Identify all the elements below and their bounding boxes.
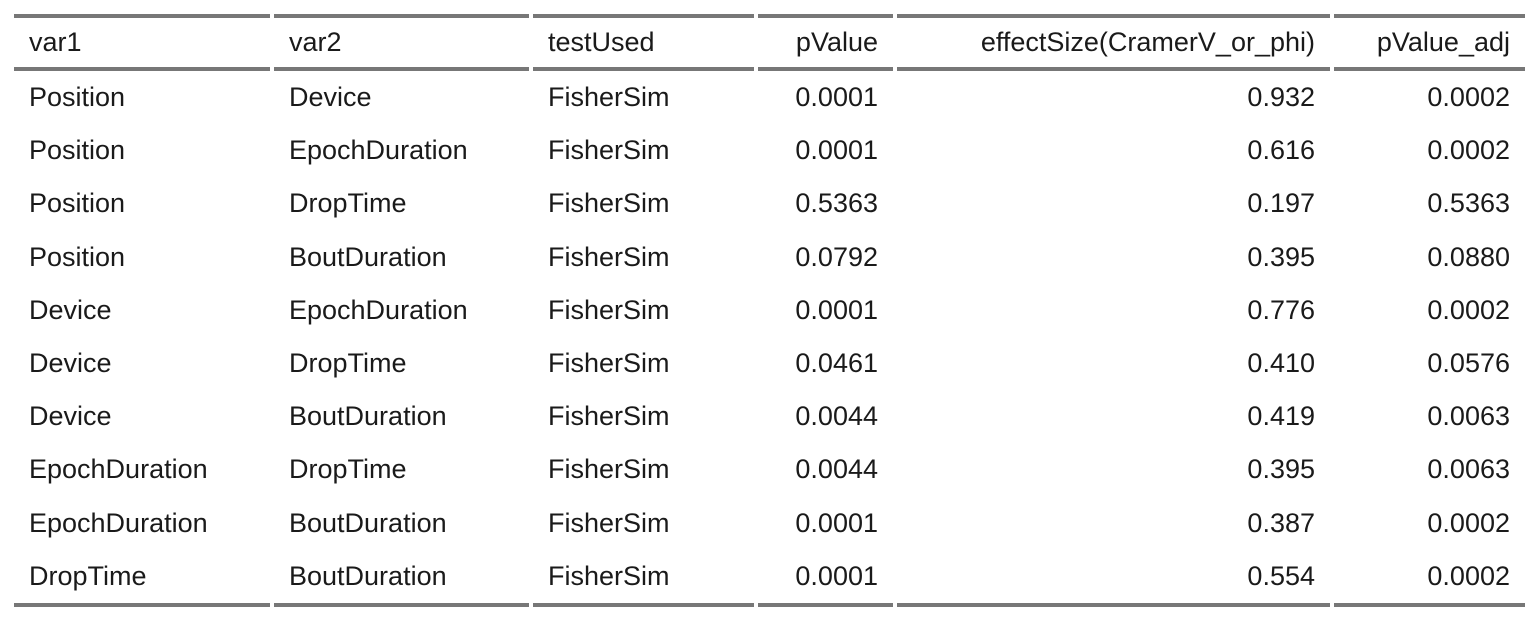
cell-var1: Device	[29, 401, 112, 432]
cell-var1: Position	[29, 135, 126, 166]
column-header-var2: var2	[270, 16, 531, 69]
cell-p-value: 0.0001	[754, 549, 895, 605]
cell-p-value-adj: 0.0002	[1330, 124, 1525, 178]
cell-effect-size: 0.419	[893, 390, 1332, 444]
table-row: Device DropTime FisherSim 0.0461 0.410 0…	[14, 336, 1525, 391]
results-table: var1 var2 testUsed pValue effectSize(Cra…	[14, 14, 1525, 607]
table-row: Device EpochDuration FisherSim 0.0001 0.…	[14, 283, 1525, 337]
cell-test-used: FisherSim	[529, 549, 756, 605]
table-row: Device BoutDuration FisherSim 0.0044 0.4…	[14, 390, 1525, 444]
cell-p-value: 0.0461	[754, 336, 895, 391]
table-row: EpochDuration BoutDuration FisherSim 0.0…	[14, 496, 1525, 550]
cell-test-used: FisherSim	[529, 390, 756, 444]
table-row: Position EpochDuration FisherSim 0.0001 …	[14, 124, 1525, 178]
table-row: EpochDuration DropTime FisherSim 0.0044 …	[14, 443, 1525, 497]
cell-var2: DropTime	[270, 336, 531, 391]
cell-var1: Position	[29, 241, 126, 272]
column-header-test-used: testUsed	[529, 16, 756, 69]
cell-var2: DropTime	[270, 443, 531, 497]
cell-p-value: 0.0001	[754, 283, 895, 337]
table-row: Position BoutDuration FisherSim 0.0792 0…	[14, 230, 1525, 284]
cell-test-used: FisherSim	[529, 443, 756, 497]
table-row: DropTime BoutDuration FisherSim 0.0001 0…	[14, 549, 1525, 605]
table-row: Position DropTime FisherSim 0.5363 0.197…	[14, 177, 1525, 231]
cell-effect-size: 0.554	[893, 549, 1332, 605]
table-row: Position Device FisherSim 0.0001 0.932 0…	[14, 69, 1525, 125]
cell-p-value-adj: 0.0002	[1330, 69, 1525, 125]
cell-var1: Device	[29, 348, 112, 379]
cell-effect-size: 0.776	[893, 283, 1332, 337]
cell-var2: DropTime	[270, 177, 531, 231]
cell-test-used: FisherSim	[529, 124, 756, 178]
cell-effect-size: 0.197	[893, 177, 1332, 231]
cell-test-used: FisherSim	[529, 177, 756, 231]
results-table-container: var1 var2 testUsed pValue effectSize(Cra…	[14, 14, 1525, 607]
cell-var1: Position	[29, 188, 126, 219]
column-header-p-value: pValue	[754, 16, 895, 69]
cell-var1: DropTime	[29, 560, 147, 591]
cell-p-value-adj: 0.0002	[1330, 283, 1525, 337]
column-header-var1: var1	[29, 27, 82, 57]
cell-var2: BoutDuration	[270, 390, 531, 444]
cell-effect-size: 0.932	[893, 69, 1332, 125]
cell-p-value: 0.0792	[754, 230, 895, 284]
cell-effect-size: 0.616	[893, 124, 1332, 178]
cell-test-used: FisherSim	[529, 69, 756, 125]
cell-var1: Position	[29, 82, 126, 113]
cell-p-value-adj: 0.0063	[1330, 443, 1525, 497]
cell-p-value-adj: 0.0576	[1330, 336, 1525, 391]
cell-test-used: FisherSim	[529, 496, 756, 550]
cell-effect-size: 0.395	[893, 443, 1332, 497]
cell-effect-size: 0.410	[893, 336, 1332, 391]
cell-p-value: 0.0044	[754, 443, 895, 497]
column-header-p-value-adj: pValue_adj	[1330, 16, 1525, 69]
cell-p-value-adj: 0.0002	[1330, 496, 1525, 550]
cell-test-used: FisherSim	[529, 336, 756, 391]
cell-p-value: 0.0001	[754, 69, 895, 125]
cell-p-value-adj: 0.0880	[1330, 230, 1525, 284]
cell-p-value-adj: 0.0002	[1330, 549, 1525, 605]
cell-var1: EpochDuration	[29, 507, 208, 538]
cell-p-value: 0.0001	[754, 124, 895, 178]
table-header-row: var1 var2 testUsed pValue effectSize(Cra…	[14, 16, 1525, 69]
cell-effect-size: 0.395	[893, 230, 1332, 284]
cell-var1: Device	[29, 294, 112, 325]
cell-p-value: 0.0001	[754, 496, 895, 550]
column-header-effect-size: effectSize(CramerV_or_phi)	[893, 16, 1332, 69]
cell-effect-size: 0.387	[893, 496, 1332, 550]
cell-var2: Device	[270, 69, 531, 125]
cell-p-value-adj: 0.0063	[1330, 390, 1525, 444]
cell-var2: EpochDuration	[270, 283, 531, 337]
cell-var2: BoutDuration	[270, 496, 531, 550]
cell-p-value: 0.0044	[754, 390, 895, 444]
cell-test-used: FisherSim	[529, 230, 756, 284]
cell-test-used: FisherSim	[529, 283, 756, 337]
cell-p-value-adj: 0.5363	[1330, 177, 1525, 231]
cell-var2: BoutDuration	[270, 230, 531, 284]
cell-var1: EpochDuration	[29, 454, 208, 485]
cell-var2: EpochDuration	[270, 124, 531, 178]
cell-p-value: 0.5363	[754, 177, 895, 231]
cell-var2: BoutDuration	[270, 549, 531, 605]
